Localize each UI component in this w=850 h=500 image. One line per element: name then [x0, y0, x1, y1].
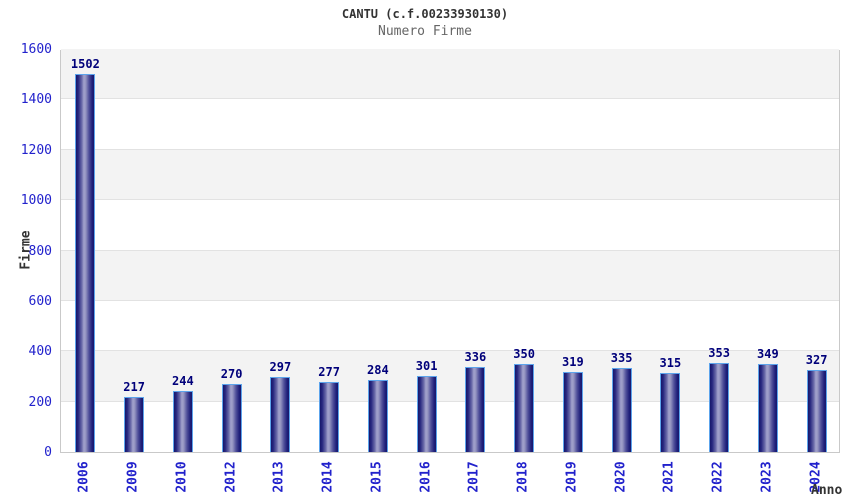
x-tick-label: 2017 — [466, 461, 482, 493]
bar-2009 — [124, 397, 145, 452]
chart-title: CANTU (c.f.00233930130) — [341, 7, 509, 21]
bar-value-label: 217 — [123, 380, 145, 395]
bar-2023 — [757, 364, 778, 452]
bar-value-label: 335 — [610, 350, 633, 365]
x-tick-label: 2009 — [125, 461, 141, 493]
gridline — [61, 350, 839, 352]
x-tick-label: 2021 — [661, 461, 677, 493]
x-axis-title: Anno — [811, 483, 843, 498]
bar-value-label: 315 — [659, 355, 682, 370]
x-tick-label: 2014 — [320, 461, 336, 493]
bar-value-label: 336 — [464, 350, 487, 365]
bar-value-label: 301 — [415, 359, 438, 374]
chart-subtitle: Numero Firme — [378, 24, 472, 39]
bar-2016 — [416, 376, 437, 452]
y-tick-label: 800 — [28, 243, 52, 259]
bar-value-label: 297 — [269, 360, 292, 375]
bar-2019 — [562, 371, 583, 452]
bar-2017 — [465, 367, 486, 452]
gridline — [61, 400, 839, 402]
gridline — [61, 299, 839, 301]
bar-2010 — [172, 390, 193, 452]
bar-value-label: 270 — [220, 367, 243, 381]
bar-value-label: 277 — [318, 365, 340, 380]
bar-value-label: 350 — [513, 346, 535, 361]
x-tick-label: 2016 — [418, 461, 434, 493]
x-tick-label: 2012 — [223, 461, 239, 493]
y-tick-label: 1200 — [20, 142, 52, 158]
bar-2014 — [319, 382, 340, 452]
y-tick-label: 600 — [28, 293, 52, 309]
bar-value-label: 349 — [757, 347, 779, 362]
y-tick-label: 400 — [28, 344, 52, 360]
x-tick-label: 2006 — [76, 461, 92, 493]
bar-value-label: 353 — [708, 346, 730, 361]
bar-2018 — [514, 363, 535, 452]
y-tick-label: 1400 — [20, 92, 52, 108]
x-tick-label: 2015 — [369, 461, 385, 493]
bar-value-label: 284 — [367, 363, 389, 378]
y-tick-label: 0 — [44, 445, 52, 460]
x-tick-label: 2018 — [515, 461, 531, 493]
x-tick-label: 2013 — [271, 461, 287, 493]
bar-value-label: 1502 — [70, 56, 100, 71]
plot-band — [61, 250, 839, 301]
y-tick-label: 200 — [28, 394, 52, 410]
plot-band — [61, 49, 839, 100]
plot-band — [61, 149, 839, 201]
bar-value-label: 319 — [562, 354, 584, 369]
gridline — [61, 249, 839, 251]
bar-value-label: 244 — [172, 373, 194, 388]
bar-2024 — [806, 369, 827, 452]
y-tick-label: 1600 — [20, 42, 52, 57]
gridline — [61, 98, 839, 100]
bar-2022 — [709, 363, 730, 452]
plot-area: 1502 217 244 270 297 277 284 301 336 350 319 335 315… — [60, 49, 840, 453]
x-tick-label: 2022 — [710, 461, 726, 493]
bar-2020 — [611, 367, 632, 452]
x-tick-label: 2010 — [174, 461, 190, 493]
gridline — [61, 148, 839, 150]
x-tick-label: 2020 — [613, 461, 629, 493]
gridline — [61, 199, 839, 201]
x-tick-label: 2019 — [564, 461, 580, 493]
bar-2006 — [75, 73, 96, 452]
bar-2021 — [660, 372, 681, 452]
bar-2012 — [221, 384, 242, 452]
bar-2013 — [270, 377, 291, 452]
y-tick-label: 1000 — [20, 193, 52, 209]
bar-2015 — [367, 380, 388, 452]
x-tick-label: 2023 — [759, 461, 775, 493]
bar-value-label: 327 — [805, 352, 828, 367]
